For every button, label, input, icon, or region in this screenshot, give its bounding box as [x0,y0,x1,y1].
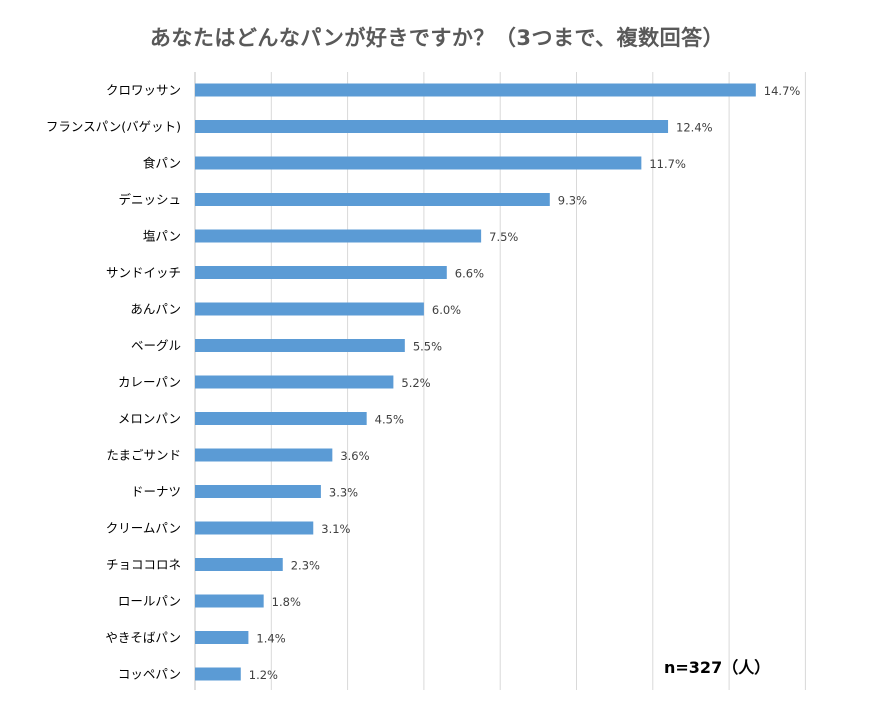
bar [195,375,394,389]
value-label: 4.5% [375,413,404,427]
category-label: たまごサンド [106,448,181,463]
value-labels: 14.7% 12.4% 11.7% 9.3% 7.5% 6.6% 6.0% 5.5% 5.2% 4… [249,84,801,682]
sample-size-note: n=327（人） [664,658,771,677]
bar [195,302,424,316]
value-label: 14.7% [764,84,801,98]
bar [195,558,283,571]
bar [195,667,241,681]
bar [195,521,314,535]
bar [195,339,405,352]
value-label: 7.5% [489,230,518,244]
value-label: 1.8% [272,595,301,609]
value-label: 9.3% [558,194,587,208]
bar [195,156,642,170]
bar [195,266,447,279]
value-label: 1.2% [249,668,278,682]
category-label: クリームパン [106,521,181,536]
value-label: 6.6% [455,267,484,281]
bar [195,229,482,243]
bars [195,83,756,681]
category-label: あんパン [130,302,181,317]
bar [195,485,321,498]
value-label: 3.6% [340,449,369,463]
category-label: フランスパン(バゲット) [46,119,181,134]
value-label: 11.7% [649,157,686,171]
category-label: サンドイッチ [106,265,181,280]
category-label: ベーグル [131,338,181,353]
value-label: 2.3% [291,559,320,573]
bar [195,120,669,133]
value-label: 3.3% [329,486,358,500]
bar [195,83,756,97]
bar [195,193,550,206]
category-label: クロワッサン [106,83,181,98]
value-label: 5.5% [413,340,442,354]
category-label: デニッシュ [118,192,181,207]
category-label: やきそばパン [105,630,181,645]
bar [195,594,264,608]
category-label: カレーパン [118,375,181,390]
category-label: 食パン [143,156,181,171]
category-label: 塩パン [143,229,181,244]
value-label: 3.1% [321,522,350,536]
bar [195,448,333,462]
value-label: 12.4% [676,121,713,135]
category-label: メロンパン [118,411,181,426]
chart-title: あなたはどんなパンが好きですか？（3つまで、複数回答） [149,26,725,50]
bar [195,412,367,425]
category-label: ドーナツ [131,484,181,499]
value-label: 5.2% [401,376,430,390]
value-label: 1.4% [256,632,285,646]
category-label: コッペパン [118,667,181,682]
bar [195,631,249,644]
value-label: 6.0% [432,303,461,317]
category-label: ロールパン [118,594,181,609]
category-label: チョココロネ [106,557,181,572]
